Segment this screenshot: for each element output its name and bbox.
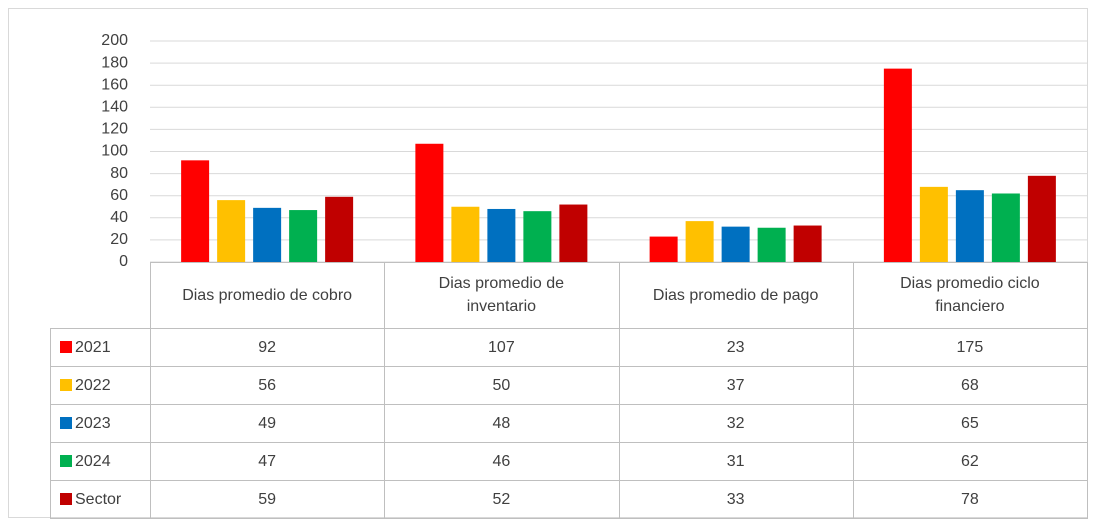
legend-key (60, 341, 72, 353)
table-value: 37 (726, 376, 745, 394)
y-tick-label: 60 (110, 187, 128, 204)
bar (757, 227, 786, 262)
y-tick-label: 200 (101, 32, 128, 49)
bar (721, 226, 750, 262)
table-value: 33 (726, 490, 745, 508)
table-line (150, 262, 1087, 263)
bar (217, 200, 246, 262)
table-line (50, 328, 51, 518)
table-value: 50 (492, 376, 511, 394)
table-value: 68 (960, 376, 979, 394)
legend-key (60, 379, 72, 391)
y-tick-label: 160 (101, 76, 128, 93)
y-tick-label: 80 (110, 165, 128, 182)
category-label: Dias promedio ciclo financiero (900, 275, 1040, 315)
bar (559, 204, 588, 262)
legend-label: 2021 (75, 338, 111, 356)
table-line (618, 262, 620, 518)
table-value: 107 (488, 338, 515, 356)
bar (919, 186, 948, 262)
table-value: 48 (492, 414, 511, 432)
category-label: Dias promedio de inventario (438, 275, 565, 315)
legend-label: 2023 (75, 414, 111, 432)
y-tick-label: 0 (119, 253, 128, 270)
table-line (50, 404, 1088, 405)
table-line (50, 366, 1088, 367)
bar (1027, 175, 1056, 262)
table-value: 52 (492, 490, 511, 508)
bar (883, 68, 912, 262)
bar (685, 221, 714, 262)
bar (289, 210, 318, 262)
table-line (852, 262, 854, 518)
legend-label: 2024 (75, 452, 111, 470)
table-value: 62 (960, 452, 979, 470)
bar (325, 196, 354, 262)
table-value: 78 (960, 490, 979, 508)
bar (487, 208, 516, 262)
category-label: Dias promedio de cobro (182, 286, 353, 304)
y-tick-label: 20 (110, 231, 128, 248)
legend-entry: Sector (50, 480, 150, 518)
legend-entry: 2023 (50, 404, 150, 442)
y-tick-label: 100 (101, 143, 128, 160)
y-tick-label: 180 (101, 54, 128, 71)
legend-entry: 2022 (50, 366, 150, 404)
table-value: 92 (258, 338, 277, 356)
table-line (50, 518, 1088, 519)
table-line (50, 480, 1088, 481)
table-value: 49 (258, 414, 277, 432)
bar (523, 211, 552, 262)
legend-key (60, 417, 72, 429)
table-value: 65 (960, 414, 979, 432)
category-label: Dias promedio de pago (652, 286, 819, 304)
y-tick-label: 40 (110, 209, 128, 226)
legend-key (60, 455, 72, 467)
legend-label: Sector (75, 490, 122, 508)
table-value: 56 (258, 376, 277, 394)
bar (991, 193, 1020, 262)
table-line (50, 328, 1088, 329)
table-value: 47 (258, 452, 277, 470)
bar (649, 236, 678, 262)
table-line (384, 262, 386, 518)
table-line (1087, 262, 1088, 518)
bar (955, 190, 984, 262)
table-line (150, 262, 151, 518)
y-tick-label: 140 (101, 99, 128, 116)
table-value: 32 (726, 414, 745, 432)
table-value: 59 (258, 490, 277, 508)
bar (415, 143, 444, 262)
table-value: 23 (726, 338, 745, 356)
bar (181, 160, 210, 262)
legend-entry: 2024 (50, 442, 150, 480)
y-tick-label: 120 (101, 121, 128, 138)
legend-entry: 2021 (50, 328, 150, 366)
table-value: 46 (492, 452, 511, 470)
legend-key (60, 493, 72, 505)
legend-label: 2022 (75, 376, 111, 394)
bar (253, 207, 282, 262)
bar (451, 206, 480, 262)
table-value: 175 (956, 338, 984, 356)
bar (793, 225, 822, 262)
table-line (50, 442, 1088, 443)
table-value: 31 (726, 452, 745, 470)
